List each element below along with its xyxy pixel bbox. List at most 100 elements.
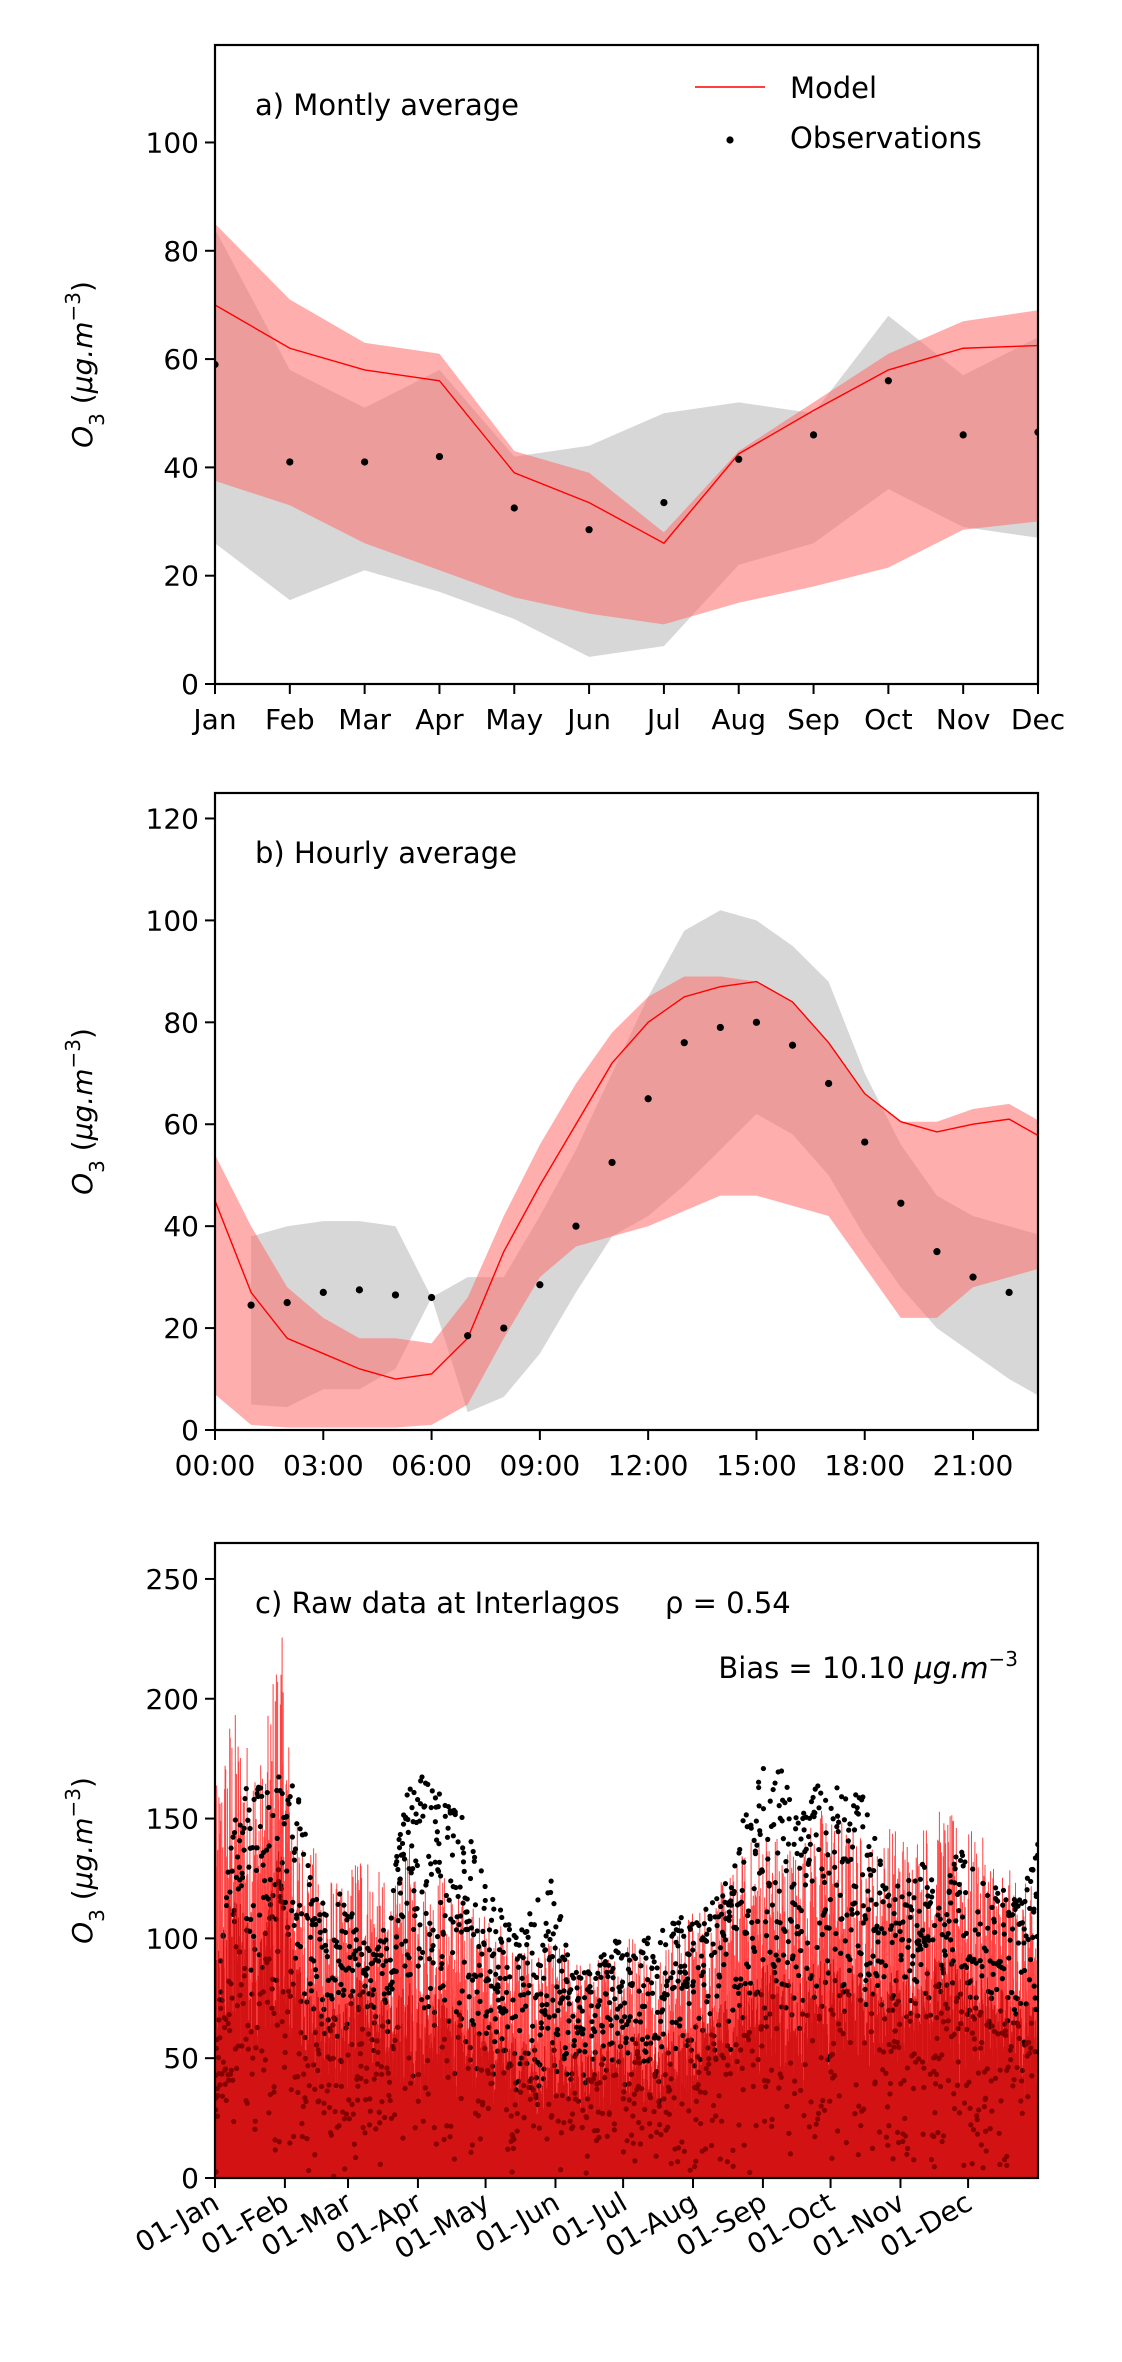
observation-point (460, 1859, 467, 1865)
observation-point (251, 1796, 257, 1803)
observation-point (995, 1890, 1001, 1896)
observation-point (395, 1918, 401, 1924)
observation-point (751, 1886, 757, 1892)
observation-point (488, 1983, 494, 1989)
observation-point (427, 1920, 433, 1926)
observation-point (456, 1922, 462, 1928)
observation-point (680, 1039, 688, 1047)
observation-point (733, 1976, 739, 1982)
observation-point (337, 1891, 343, 1897)
x-tick-label: Aug (711, 703, 766, 736)
observation-point (551, 1901, 557, 1907)
observation-point (537, 2032, 543, 2038)
observation-point (826, 1925, 832, 1931)
observation-point (411, 1789, 417, 1796)
observation-point (809, 1878, 815, 1884)
observation-point (493, 2029, 500, 2035)
observation-point (379, 1970, 385, 1977)
observation-point (477, 1998, 483, 2004)
observation-point (892, 1932, 899, 1938)
observation-point (839, 1916, 845, 1922)
observation-point (963, 1930, 969, 1936)
observation-point (359, 1951, 365, 1957)
observation-point (712, 1949, 718, 1955)
observation-point (860, 1920, 866, 1926)
y-tick-label: 120 (146, 802, 199, 835)
observation-point (870, 1991, 876, 1997)
observation-point (413, 1811, 419, 1817)
observation-point (1027, 1905, 1033, 1912)
observation-point (1021, 1967, 1028, 1974)
observation-point (745, 1908, 752, 1914)
observation-point (754, 1842, 760, 1848)
observation-point (992, 1885, 999, 1891)
observation-point (716, 1023, 724, 1032)
observation-point (644, 1977, 651, 1983)
observation-point (353, 1927, 359, 1933)
observation-point (415, 1796, 421, 1803)
observation-point (793, 1815, 799, 1821)
observation-point (816, 1805, 822, 1811)
observation-point (752, 1948, 758, 1955)
bias-value: Bias = 10.10 (718, 1651, 914, 1685)
observation-point (322, 1928, 328, 1934)
observation-point (904, 1902, 910, 1908)
observation-point (1017, 2000, 1024, 2007)
observation-point (1021, 1926, 1027, 1932)
observation-point (538, 2020, 544, 2026)
observation-point (620, 2024, 626, 2030)
observation-point (833, 1930, 839, 1937)
observation-point (541, 1975, 547, 1981)
observation-point (350, 1988, 356, 1994)
observation-point (681, 1933, 687, 1939)
observation-point (765, 1836, 771, 1842)
observation-point (695, 1965, 701, 1971)
observation-point (544, 1993, 550, 1999)
observation-point (807, 1841, 813, 1847)
observation-point (386, 1990, 392, 1996)
observation-point (778, 1768, 785, 1774)
observation-point (812, 1810, 818, 1816)
y-axis-label-unit: μg.m (66, 1069, 99, 1142)
observation-point (870, 1953, 876, 1959)
observation-point (930, 1937, 936, 1943)
observation-point (951, 1861, 957, 1867)
observation-point (866, 1972, 872, 1978)
observation-point (562, 2045, 568, 2051)
observation-point (863, 1977, 869, 1984)
observation-point (388, 1915, 394, 1921)
observation-point (346, 1965, 352, 1971)
observation-point (645, 1991, 651, 1997)
observation-point (513, 1934, 519, 1941)
observation-point (788, 1041, 797, 1049)
observation-point (655, 2035, 661, 2041)
observation-point (960, 1863, 966, 1869)
observation-point (536, 1281, 544, 1289)
observation-point (396, 1836, 402, 1843)
observation-point (728, 2046, 734, 2053)
observation-point (481, 1905, 487, 1911)
observation-point (294, 1821, 300, 1827)
observation-point (912, 1878, 918, 1884)
observation-point (654, 1973, 660, 1979)
y-tick-label: 80 (163, 235, 199, 268)
observation-point (545, 1928, 551, 1935)
observation-point (421, 2005, 427, 2011)
observation-point (599, 2023, 605, 2029)
observation-point (435, 1804, 441, 1810)
y-axis-label-unit_open: ( (66, 1140, 99, 1160)
observation-point (428, 1871, 435, 1877)
observation-point (490, 1896, 496, 1903)
observation-point (546, 2014, 552, 2020)
observation-point (525, 1990, 532, 1996)
observation-point (819, 1931, 825, 1938)
observation-point (542, 1947, 549, 1953)
observation-point (745, 1964, 751, 1970)
observation-point (803, 1872, 809, 1879)
observation-point (903, 1974, 909, 1980)
observation-point (686, 1952, 692, 1958)
observation-point (952, 1880, 958, 1886)
observation-point (937, 1916, 943, 1922)
observation-point (600, 2029, 606, 2035)
